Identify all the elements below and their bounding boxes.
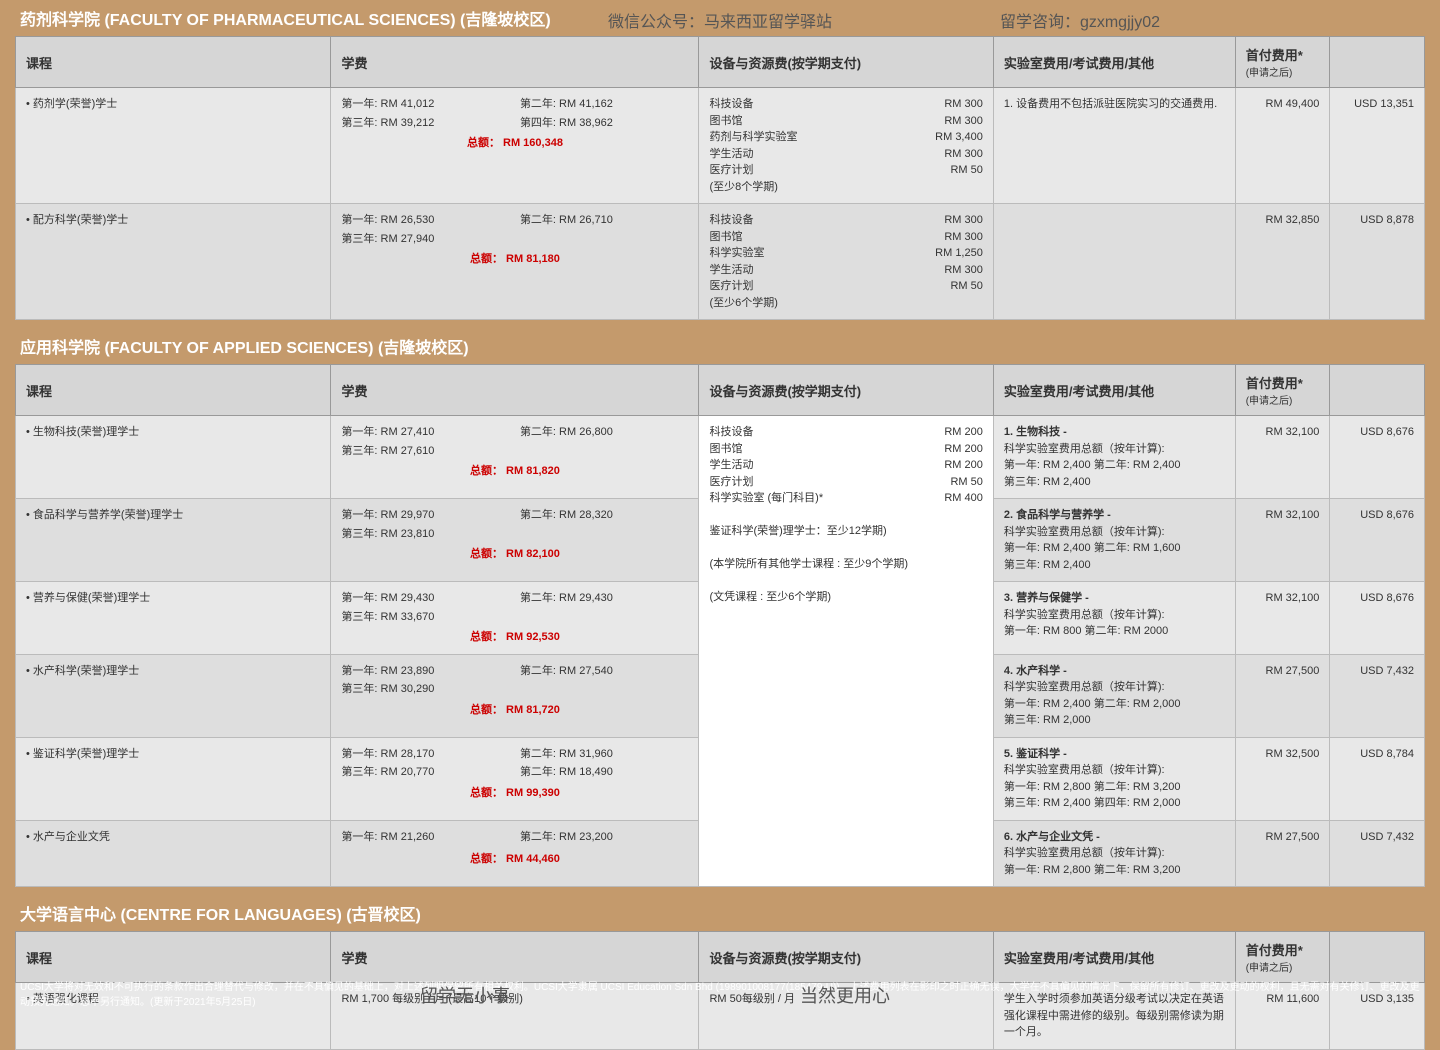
- th-lab: 实验室费用/考试费用/其他: [993, 37, 1235, 88]
- th-usd: [1330, 37, 1425, 88]
- footer-tag-left: 留学无小事: [420, 982, 510, 1008]
- th-course: 课程: [16, 37, 331, 88]
- faculty2-title: 应用科学院 (FACULTY OF APPLIED SCIENCES) (吉隆坡…: [0, 328, 1440, 364]
- th-fee: 学费: [331, 37, 699, 88]
- footer-disclaimer: UCSI大学将对无效和不可执行的条款作出合理替代与修改，并在不具偏见的基础上，对…: [20, 980, 1420, 1010]
- faculty3-title: 大学语言中心 (CENTRE FOR LANGUAGES) (古晋校区): [0, 895, 1440, 931]
- table-row: • 药剂学(荣誉)学士 第一年: RM 41,012第二年: RM 41,162…: [16, 88, 1425, 204]
- faculty1-table: 课程 学费 设备与资源费(按学期支付) 实验室费用/考试费用/其他 首付费用* …: [15, 36, 1425, 320]
- th-equip: 设备与资源费(按学期支付): [699, 37, 993, 88]
- table-row: • 配方科学(荣誉)学士 第一年: RM 26,530第二年: RM 26,71…: [16, 204, 1425, 320]
- equip-cell: 科技设备RM 300图书馆RM 300药剂与科学实验室RM 3,400学生活动R…: [699, 88, 993, 204]
- equip-cell: 科技设备RM 300图书馆RM 300科学实验室RM 1,250学生活动RM 3…: [699, 204, 993, 320]
- consult-overlay: 留学咨询：gzxmgjjy02: [1000, 8, 1160, 32]
- faculty2-table: 课程 学费 设备与资源费(按学期支付) 实验室费用/考试费用/其他 首付费用* …: [15, 364, 1425, 887]
- th-pay: 首付费用* (申请之后): [1235, 37, 1330, 88]
- wechat-overlay: 微信公众号：马来西亚留学驿站: [0, 8, 1440, 32]
- footer-tag-right: 当然更用心: [800, 982, 890, 1008]
- table-row: • 生物科技(荣誉)理学士第一年: RM 27,410第二年: RM 26,80…: [16, 416, 1425, 499]
